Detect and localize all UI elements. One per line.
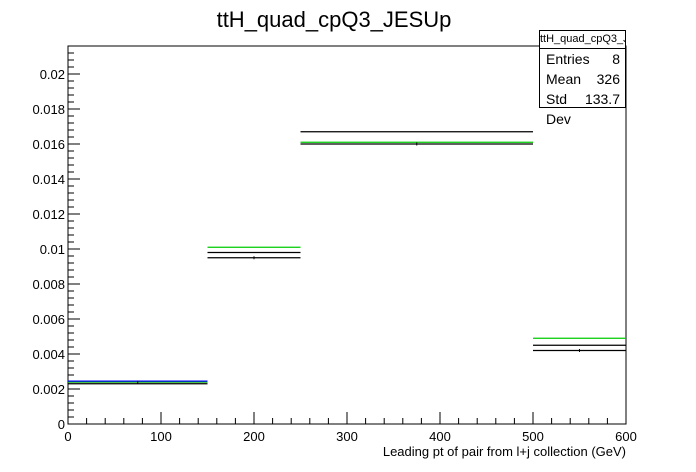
- stats-row-stddev: Std Dev 133.7: [540, 89, 625, 127]
- stats-label-entries: Entries: [546, 51, 590, 67]
- y-tick-label: 0.012: [32, 207, 65, 222]
- x-tick-label: 600: [615, 429, 637, 444]
- y-axis: 0 0.002 0.004 0.006 0.008 0.01 0.012 0.014 0.016…: [32, 45, 80, 432]
- stats-box-title: ttH_quad_cpQ3_JESUp: [540, 31, 625, 49]
- y-tick-label: 0.006: [32, 312, 65, 327]
- stats-label-mean: Mean: [546, 71, 582, 87]
- y-tick-label: 0.02: [40, 67, 65, 82]
- stats-value-stddev: 133.7: [584, 91, 620, 107]
- y-tick-label: 0.018: [32, 102, 65, 117]
- x-axis: 0 100 200 300 400 500 600: [64, 412, 637, 444]
- y-tick-label: 0.01: [40, 242, 65, 257]
- stats-value-mean: 326: [596, 71, 620, 87]
- stats-row-entries: Entries 8: [540, 49, 625, 69]
- x-tick-label: 200: [243, 429, 265, 444]
- y-tick-label: 0.016: [32, 137, 65, 152]
- y-tick-label: 0.014: [32, 172, 65, 187]
- stats-row-mean: Mean 326: [540, 69, 625, 89]
- y-tick-label: 0: [58, 417, 65, 432]
- stats-label-stddev: Std Dev: [546, 91, 571, 127]
- stats-box: ttH_quad_cpQ3_JESUp Entries 8 Mean 326 S…: [539, 30, 626, 127]
- y-tick-label: 0.004: [32, 347, 65, 362]
- stats-value-entries: 8: [612, 51, 620, 67]
- x-tick-label: 100: [150, 429, 172, 444]
- x-tick-label: 500: [522, 429, 544, 444]
- y-tick-label: 0.008: [32, 277, 65, 292]
- x-tick-label: 0: [64, 429, 71, 444]
- chart-title: ttH_quad_cpQ3_JESUp: [217, 7, 452, 32]
- x-axis-title: Leading pt of pair from l+j collection (…: [383, 444, 626, 459]
- y-tick-label: 0.002: [32, 382, 65, 397]
- x-tick-label: 300: [336, 429, 358, 444]
- x-tick-label: 400: [429, 429, 451, 444]
- histogram-series: [68, 131, 626, 385]
